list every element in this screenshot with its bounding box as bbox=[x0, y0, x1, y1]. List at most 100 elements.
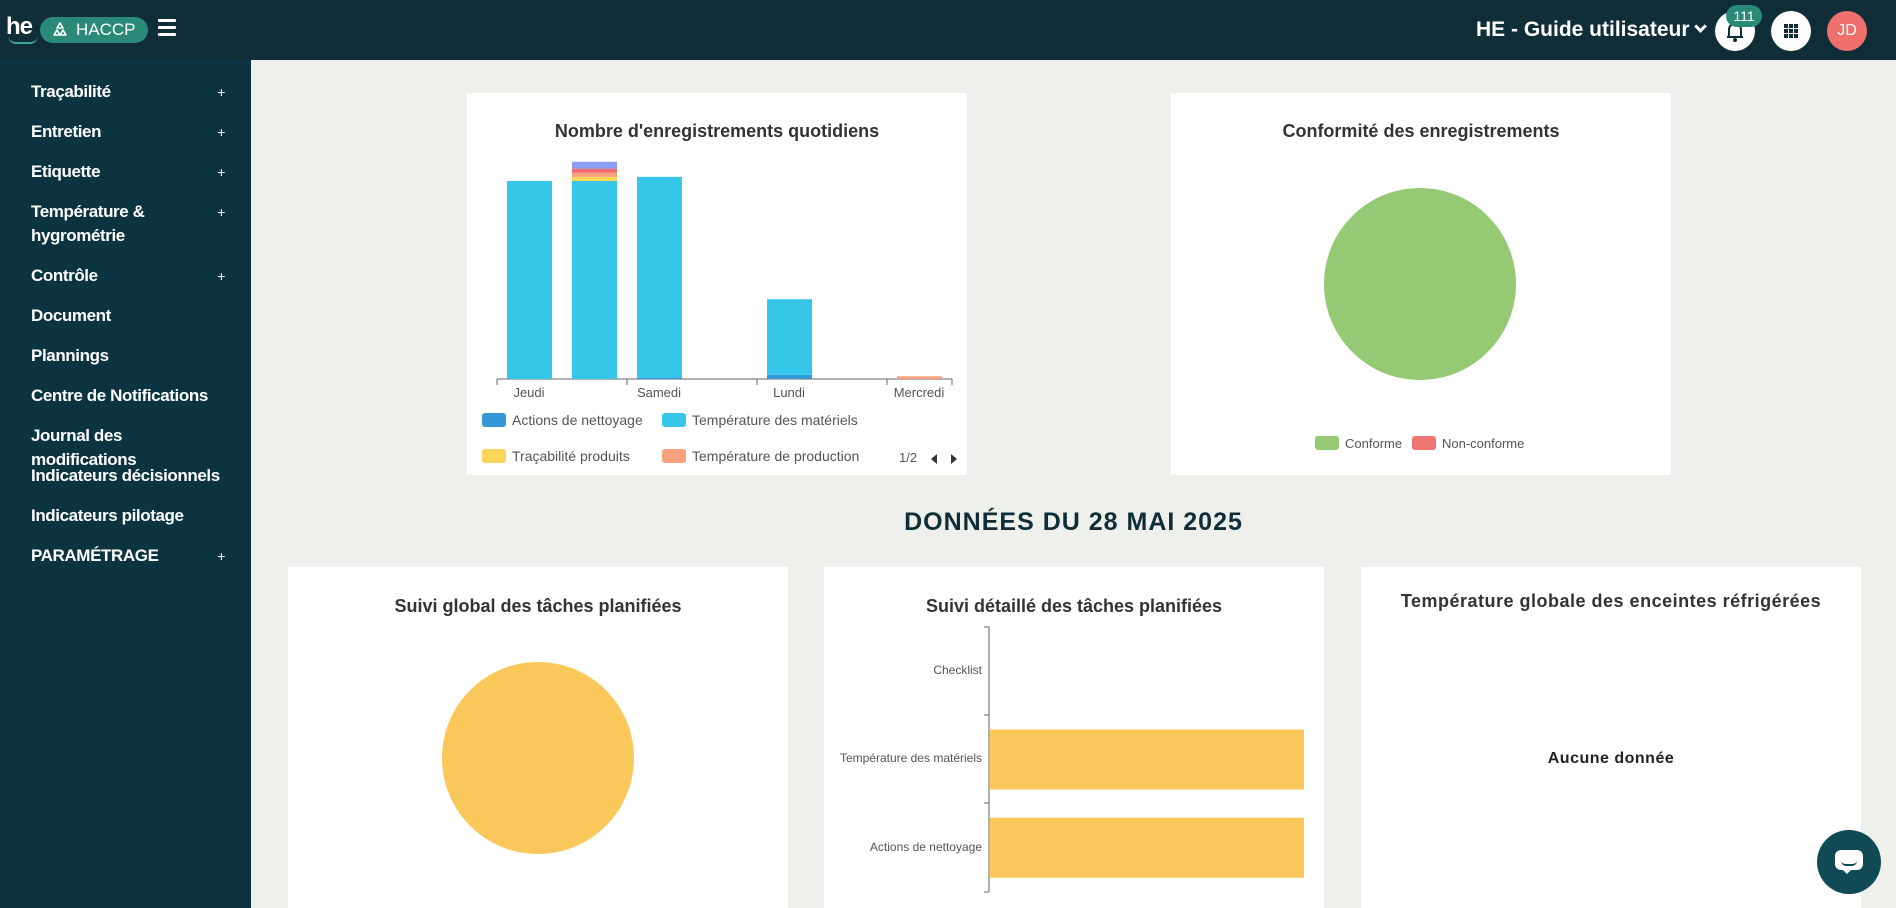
legend-pager: 1/2 bbox=[899, 450, 917, 465]
chart-title: Conformité des enregistrements bbox=[1282, 121, 1560, 141]
sidebar-item-label: PARAMÉTRAGE bbox=[31, 546, 159, 565]
x-tick-label: Mercredi bbox=[894, 385, 945, 400]
y-tick-label: Checklist bbox=[933, 663, 982, 677]
chart-title: Nombre d'enregistrements quotidiens bbox=[554, 121, 880, 141]
daily-records-chart: Jeudi Samedi Lundi Mercredi bbox=[496, 161, 953, 400]
hamburger-menu-icon[interactable] bbox=[158, 19, 176, 39]
expand-plus-icon[interactable]: + bbox=[217, 204, 225, 220]
expand-plus-icon[interactable]: + bbox=[217, 268, 225, 284]
chat-bubble-icon bbox=[1835, 850, 1863, 870]
expand-plus-icon[interactable]: + bbox=[217, 548, 225, 564]
legend-label: Conforme bbox=[1345, 436, 1403, 451]
sidebar-item-tracabilite[interactable]: Traçabilité + bbox=[31, 80, 231, 104]
sidebar-item-label: Etiquette bbox=[31, 162, 101, 181]
x-tick-label: Samedi bbox=[637, 385, 681, 400]
sidebar-item-temperature[interactable]: Température & hygrométrie + bbox=[31, 200, 231, 248]
expand-plus-icon[interactable]: + bbox=[217, 164, 225, 180]
user-avatar[interactable]: JD bbox=[1827, 11, 1867, 51]
app-badge[interactable]: HACCP bbox=[40, 17, 148, 43]
legend-label: Actions de nettoyage bbox=[512, 412, 643, 428]
notification-count-badge: 111 bbox=[1726, 5, 1762, 27]
organization-selector[interactable]: HE - Guide utilisateur bbox=[1476, 18, 1707, 42]
legend-item[interactable]: Température des matériels bbox=[662, 412, 858, 428]
sidebar-item-label: Journal des modifications bbox=[31, 426, 137, 469]
bar-segment[interactable] bbox=[897, 376, 942, 379]
bar-segment[interactable] bbox=[572, 181, 617, 379]
expand-plus-icon[interactable]: + bbox=[217, 84, 225, 100]
detailed-tasks-bar-chart: Checklist Température des matériels Acti… bbox=[840, 626, 1304, 893]
arrow-left-icon[interactable] bbox=[930, 454, 938, 464]
bar-segment[interactable] bbox=[637, 377, 682, 379]
sidebar-item-label: Traçabilité bbox=[31, 82, 111, 101]
pie-slice bbox=[442, 662, 634, 854]
sidebar-item-plannings[interactable]: Plannings bbox=[31, 344, 231, 368]
recycle-icon bbox=[53, 22, 67, 36]
sidebar-item-journal[interactable]: Journal des modifications bbox=[31, 424, 231, 472]
bar-segment[interactable] bbox=[572, 168, 617, 173]
sidebar-item-document[interactable]: Document bbox=[31, 304, 231, 328]
sidebar-item-label: Indicateurs décisionnels bbox=[31, 466, 220, 485]
sidebar: Traçabilité + Entretien + Etiquette + Tempé… bbox=[0, 60, 251, 908]
sidebar-item-label: Contrôle bbox=[31, 266, 98, 285]
bar-segment[interactable] bbox=[572, 172, 617, 177]
legend-item[interactable]: Non-conforme bbox=[1412, 436, 1524, 451]
expand-plus-icon[interactable]: + bbox=[217, 124, 225, 140]
sidebar-item-parametrage[interactable]: PARAMÉTRAGE + bbox=[31, 544, 231, 568]
detailed-tasks-card: Suivi détaillé des tâches planifiées Che… bbox=[824, 567, 1324, 908]
pie-slice-conforme bbox=[1324, 188, 1516, 380]
bar-segment[interactable] bbox=[637, 176, 682, 378]
bar-segment[interactable] bbox=[572, 161, 617, 169]
chat-bubble-tail bbox=[1841, 868, 1853, 874]
legend-item[interactable]: Température de production bbox=[662, 448, 859, 464]
bar-segment[interactable] bbox=[767, 374, 812, 379]
bar-segment[interactable] bbox=[572, 176, 617, 181]
sidebar-item-etiquette[interactable]: Etiquette + bbox=[31, 160, 231, 184]
sidebar-item-label: Document bbox=[31, 306, 111, 325]
global-tasks-card: Suivi global des tâches planifiées bbox=[288, 567, 788, 908]
grid-icon bbox=[1784, 24, 1798, 38]
arrow-right-icon[interactable] bbox=[950, 454, 958, 464]
top-bar: he HACCP HE - Guide utilisateur 111 JD bbox=[0, 0, 1896, 60]
sidebar-item-notifications[interactable]: Centre de Notifications bbox=[31, 384, 231, 408]
sidebar-item-indicateurs-pilotage[interactable]: Indicateurs pilotage bbox=[31, 504, 231, 528]
sidebar-item-controle[interactable]: Contrôle + bbox=[31, 264, 231, 288]
chat-support-button[interactable] bbox=[1817, 830, 1881, 894]
x-tick-label: Lundi bbox=[773, 385, 805, 400]
sidebar-item-label: Indicateurs pilotage bbox=[31, 506, 184, 525]
global-tasks-pie-chart bbox=[442, 662, 634, 854]
conformity-card: Conformité des enregistrements Conforme … bbox=[1171, 93, 1671, 475]
sidebar-item-indicateurs-decisionnels[interactable]: Indicateurs décisionnels bbox=[31, 464, 231, 488]
chart-title: Température globale des enceintes réfrig… bbox=[1400, 591, 1822, 611]
legend-label: Non-conforme bbox=[1442, 436, 1525, 451]
conformity-pie-chart bbox=[1324, 188, 1516, 380]
no-data-message: Aucune donnée bbox=[1547, 750, 1675, 767]
chat-bubble-smile bbox=[1841, 861, 1857, 866]
section-heading: DONNÉES DU 28 MAI 2025 bbox=[904, 508, 1243, 536]
sidebar-item-label: Entretien bbox=[31, 122, 102, 141]
y-tick-label: Température des matériels bbox=[840, 751, 982, 765]
legend-swatch bbox=[482, 413, 506, 427]
legend-label: Température de production bbox=[692, 448, 860, 464]
sidebar-item-label: Centre de Notifications bbox=[31, 386, 208, 405]
legend-item[interactable]: Traçabilité produits bbox=[482, 448, 630, 464]
organization-name: HE - Guide utilisateur bbox=[1476, 18, 1690, 41]
bar-segment[interactable] bbox=[767, 299, 812, 375]
legend-item[interactable]: Actions de nettoyage bbox=[482, 412, 643, 428]
sidebar-item-label: Température & hygrométrie bbox=[31, 202, 145, 245]
app-name: HACCP bbox=[76, 20, 136, 39]
sidebar-item-label: Plannings bbox=[31, 346, 109, 365]
legend-swatch bbox=[662, 449, 686, 463]
apps-button[interactable] bbox=[1771, 11, 1811, 51]
hbar[interactable] bbox=[990, 729, 1304, 790]
legend-page-indicator: 1/2 bbox=[899, 450, 918, 465]
legend-item[interactable]: Conforme bbox=[1315, 436, 1402, 451]
y-tick-label: Actions de nettoyage bbox=[870, 840, 982, 854]
legend-swatch bbox=[1315, 436, 1339, 450]
legend-swatch bbox=[482, 449, 506, 463]
bar-segment[interactable] bbox=[507, 181, 552, 379]
hbar[interactable] bbox=[990, 817, 1304, 878]
chart-title: Suivi détaillé des tâches planifiées bbox=[925, 596, 1223, 616]
refrigerated-temperature-card: Température globale des enceintes réfrig… bbox=[1361, 567, 1861, 908]
sidebar-item-entretien[interactable]: Entretien + bbox=[31, 120, 231, 144]
logo-swoosh bbox=[8, 36, 38, 44]
